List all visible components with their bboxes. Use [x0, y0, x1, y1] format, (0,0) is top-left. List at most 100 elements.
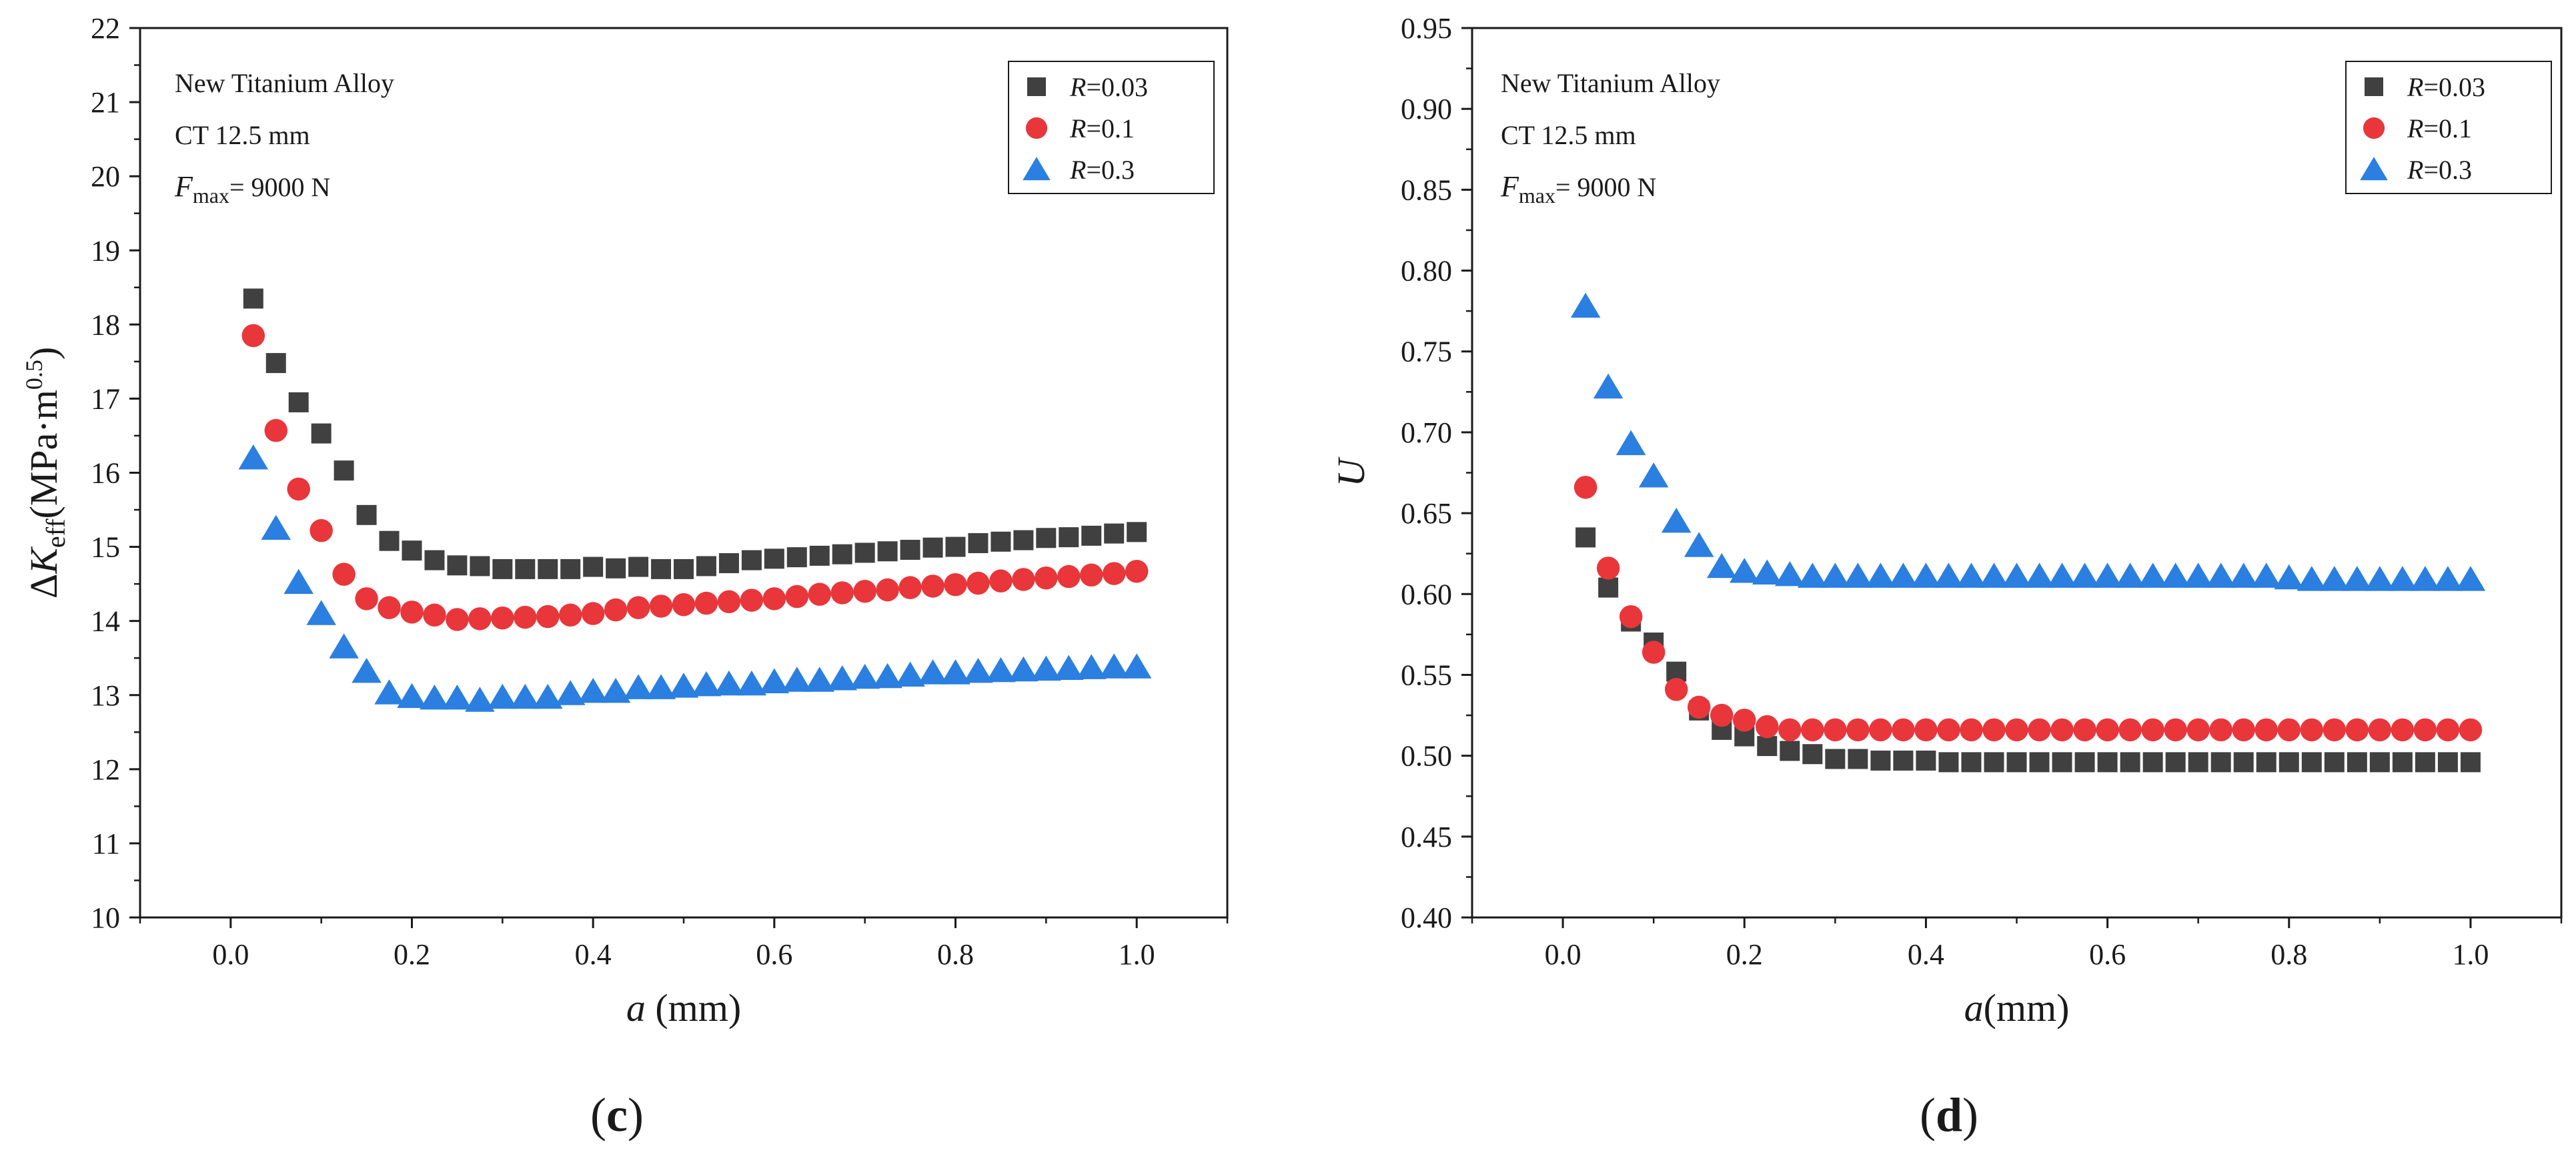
data-point	[1057, 564, 1081, 589]
data-point	[442, 684, 472, 710]
panel-label-close: )	[1962, 1088, 1978, 1142]
data-point	[1031, 655, 1061, 681]
y-axis-var: U	[1329, 456, 1373, 486]
y-tick-label: 0.55	[1401, 659, 1452, 691]
x-axis-unit: (mm)	[1984, 986, 2070, 1030]
data-point	[538, 558, 558, 579]
data-point	[261, 514, 291, 540]
series-triangle	[238, 444, 1152, 712]
data-point	[604, 598, 628, 622]
y-tick-label: 14	[91, 605, 120, 638]
data-point	[1843, 562, 1873, 588]
data-point	[583, 556, 604, 577]
legend-val: =0.03	[1086, 72, 1148, 102]
data-point	[606, 558, 626, 578]
x-tick-label: 0.2	[1726, 938, 1763, 971]
data-point	[424, 550, 445, 570]
data-point	[2073, 718, 2096, 742]
data-point	[1104, 523, 1125, 544]
data-point	[2183, 562, 2213, 588]
data-point	[1102, 562, 1126, 585]
data-point	[265, 353, 286, 374]
data-point	[1596, 556, 1620, 580]
data-point	[397, 683, 427, 709]
legend-label: R=0.03	[2407, 72, 2485, 102]
data-point	[447, 555, 468, 576]
data-point	[2274, 564, 2305, 590]
data-point	[2186, 718, 2210, 742]
data-point	[2437, 752, 2458, 773]
data-point	[1756, 715, 1779, 739]
panel-label-open: (	[1920, 1088, 1936, 1142]
data-point	[782, 667, 812, 692]
data-point	[306, 600, 336, 625]
data-point	[510, 683, 540, 709]
annotation-text: = 9000 N	[229, 172, 330, 202]
legend-marker	[1027, 77, 1046, 96]
data-point	[2410, 566, 2441, 591]
legend-val: =0.3	[2423, 155, 2472, 185]
data-point	[2392, 752, 2413, 773]
y-axis-var: K	[22, 546, 65, 574]
series-triangle	[1570, 292, 2486, 591]
x-tick-label: 0.6	[756, 938, 792, 971]
legend-val: =0.03	[2423, 72, 2485, 102]
data-point	[2138, 562, 2168, 588]
data-point	[2255, 718, 2278, 742]
y-tick-label: 0.65	[1401, 497, 1452, 530]
legend-marker	[2365, 77, 2383, 96]
data-point	[808, 582, 831, 606]
annotation-sub: max	[1519, 183, 1555, 208]
data-point	[759, 668, 790, 693]
data-point	[2165, 752, 2186, 773]
data-point	[1757, 736, 1778, 757]
legend-marker	[2363, 117, 2385, 139]
x-axis-var: a	[626, 986, 646, 1030]
data-point	[2047, 562, 2077, 588]
data-point	[651, 558, 672, 579]
data-point	[2387, 566, 2418, 591]
legend: R=0.03R=0.1R=0.3	[1008, 61, 1215, 194]
data-point	[830, 581, 854, 605]
data-point	[2368, 718, 2392, 742]
data-point	[2097, 752, 2118, 773]
data-point	[1956, 562, 1986, 588]
data-point	[921, 574, 944, 598]
data-point	[2301, 752, 2322, 773]
data-point	[287, 477, 310, 501]
data-point	[1934, 562, 1964, 588]
data-point	[1081, 525, 1102, 546]
data-point	[2279, 752, 2299, 773]
data-point	[945, 536, 966, 557]
data-point	[1125, 559, 1149, 583]
legend-marker	[1023, 157, 1051, 181]
x-axis-var: a	[1964, 986, 1984, 1030]
data-point	[623, 674, 654, 699]
legend-var: R	[2407, 155, 2423, 185]
data-point	[1593, 373, 1624, 399]
x-tick-label: 0.0	[212, 938, 249, 971]
data-point	[2256, 752, 2277, 773]
data-point	[1684, 532, 1714, 557]
data-point	[853, 579, 876, 603]
data-point	[2415, 752, 2435, 773]
data-point	[1706, 552, 1737, 578]
legend-val: =0.1	[2423, 113, 2472, 143]
x-axis-title: a (mm)	[626, 986, 741, 1030]
data-point	[1825, 749, 1846, 769]
annotation-0: New Titanium Alloy	[175, 68, 394, 98]
data-point	[668, 673, 699, 698]
data-point	[1638, 462, 1669, 488]
y-axis-title: U	[1329, 456, 1373, 486]
data-point	[2232, 718, 2255, 742]
data-point	[2206, 562, 2236, 588]
legend-var: R	[2407, 72, 2423, 102]
data-point	[804, 667, 835, 692]
y-tick-label: 19	[91, 234, 120, 267]
data-point	[356, 504, 377, 525]
data-point	[532, 683, 563, 709]
y-tick-label: 12	[91, 753, 120, 786]
data-point	[2342, 566, 2373, 591]
data-point	[1710, 703, 1734, 727]
panel-label: (c)	[590, 1088, 644, 1142]
